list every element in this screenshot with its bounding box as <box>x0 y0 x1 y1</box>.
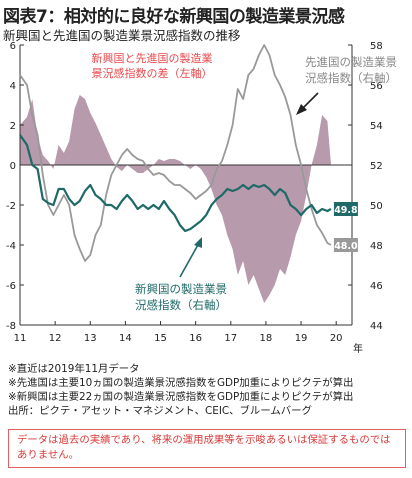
emerging-label-arrow <box>179 242 200 278</box>
x-tick-label: 20 <box>330 333 343 344</box>
developed-series-label: 況感指数（右軸） <box>305 71 397 85</box>
left-tick-label: 6 <box>10 41 16 52</box>
chart-title: 図表7：相対的に良好な新興国の製造業景況感 <box>3 7 345 27</box>
emerging-end-badge <box>333 202 358 216</box>
diff-series-label: 新興国と先進国の製造業 <box>92 51 213 65</box>
right-tick-label: 52 <box>370 161 383 172</box>
right-tick-label: 50 <box>370 201 383 212</box>
footnote-latest: ※直近は2019年11月データ <box>8 363 140 375</box>
emerging-series-label: 況感指数（右軸） <box>135 298 227 312</box>
x-tick-label: 11 <box>14 333 27 344</box>
left-tick-label: -6 <box>6 281 16 292</box>
x-tick-label: 14 <box>119 333 132 344</box>
left-tick-label: 4 <box>10 81 16 92</box>
difference-area <box>20 95 331 303</box>
left-tick-label: 0 <box>10 161 16 172</box>
developed-line <box>19 44 332 262</box>
emerging-end-badge-text: 49.8 <box>334 205 358 216</box>
developed-label-arrowhead <box>296 104 307 115</box>
developed-end-badge <box>333 238 358 252</box>
x-tick-label: 15 <box>154 333 167 344</box>
left-tick-label: -4 <box>6 241 16 252</box>
emerging-series-label: 新興国の製造業景 <box>135 282 227 296</box>
developed-end-badge-text: 48.0 <box>334 241 358 252</box>
x-tick-label: 18 <box>260 333 273 344</box>
left-tick-label: 2 <box>10 121 16 132</box>
footnotes: ※直近は2019年11月データ ※先進国は主要10ヵ国の製造業景況感指数をGDP… <box>8 362 353 418</box>
x-axis-unit: 年 <box>353 342 363 355</box>
right-tick-label: 56 <box>370 81 383 92</box>
developed-series-label: 先進国の製造業景 <box>305 55 397 69</box>
footnote-developed: ※先進国は主要10ヵ国の製造業景況感指数をGDP加重によりピクテが算出 <box>8 377 354 389</box>
right-tick-label: 48 <box>370 241 383 252</box>
difference-area-layer <box>20 95 331 303</box>
annotation-layer: 新興国と先進国の製造業 景況感指数の差（左軸） 先進国の製造業景 況感指数（右軸… <box>92 51 398 312</box>
x-tick-label: 16 <box>189 333 202 344</box>
emerging-line <box>19 134 332 233</box>
end-labels-layer: 48.0 49.8 <box>333 202 358 252</box>
x-tick-label: 12 <box>49 333 62 344</box>
lines-layer <box>19 44 332 262</box>
right-tick-label: 46 <box>370 281 383 292</box>
x-tick-label: 19 <box>295 333 308 344</box>
x-tick-label: 13 <box>84 333 97 344</box>
left-tick-label: -2 <box>6 201 16 212</box>
right-tick-label: 54 <box>370 121 383 132</box>
right-tick-label: 58 <box>370 41 383 52</box>
disclaimer-box: データは過去の実績であり、将来の運用成果等を示唆あるいは保証するものではありませ… <box>8 429 406 468</box>
x-tick-label: 17 <box>224 333 237 344</box>
emerging-label-arrowhead <box>194 237 202 248</box>
footnote-emerging: ※新興国は主要22ヵ国の製造業景況感指数をGDP加重によりピクテが算出 <box>8 391 354 403</box>
diff-series-label: 景況感指数の差（左軸） <box>92 66 213 80</box>
left-tick-label: -8 <box>6 321 16 332</box>
chart-subtitle: 新興国と先進国の製造業景況感指数の推移 <box>3 28 241 43</box>
right-tick-label: 44 <box>370 321 383 332</box>
footnote-source: 出所：ピクテ・アセット・マネジメント、CEIC、ブルームバーグ <box>8 405 312 417</box>
